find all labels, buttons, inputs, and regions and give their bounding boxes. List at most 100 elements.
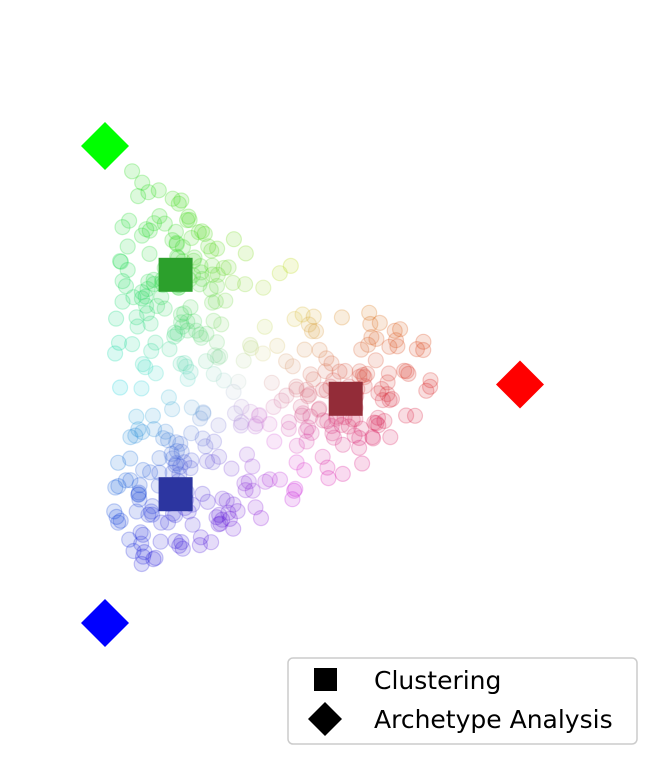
data-point [396, 362, 413, 379]
archetype-markers [81, 122, 544, 647]
data-point [235, 352, 252, 369]
data-point [176, 355, 193, 372]
data-point [207, 293, 224, 310]
data-point [204, 294, 221, 311]
data-point [108, 508, 125, 526]
data-point [128, 408, 145, 425]
data-point [121, 531, 138, 548]
data-point [333, 309, 350, 326]
data-point [143, 342, 160, 360]
data-point [204, 266, 221, 283]
data-point [244, 458, 261, 475]
data-point [132, 524, 149, 541]
data-point [192, 410, 209, 427]
data-point [131, 491, 148, 508]
data-point [387, 332, 405, 349]
data-point [181, 211, 198, 229]
data-point [359, 365, 376, 382]
data-point [143, 503, 160, 520]
data-point [415, 333, 432, 350]
data-point [173, 314, 190, 331]
data-point [261, 471, 278, 488]
cluster-center-1 [158, 257, 193, 292]
data-point [223, 460, 240, 477]
data-point [142, 315, 159, 332]
data-point [383, 390, 400, 408]
data-point [135, 548, 152, 565]
data-point [310, 401, 327, 418]
data-point [147, 549, 164, 567]
data-point [170, 195, 187, 212]
data-point [354, 455, 371, 472]
data-point [168, 443, 185, 460]
data-point [284, 358, 301, 375]
legend-diamond-icon [308, 702, 342, 736]
data-point [122, 429, 139, 446]
data-point [353, 341, 370, 358]
data-point [271, 265, 288, 282]
data-point [415, 341, 432, 359]
data-point [202, 281, 219, 298]
data-point [307, 323, 325, 340]
data-point [182, 299, 199, 316]
data-point [129, 318, 146, 335]
data-point [298, 422, 315, 439]
data-point [242, 336, 259, 354]
data-point [240, 473, 257, 490]
data-point [141, 222, 158, 239]
data-point [303, 323, 321, 340]
data-point [147, 365, 164, 382]
data-point [155, 430, 172, 447]
data-point [351, 363, 368, 380]
data-point [237, 276, 254, 293]
data-point [112, 253, 130, 270]
data-point [221, 510, 238, 528]
data-point [305, 371, 322, 388]
data-point [156, 300, 173, 317]
data-point [331, 363, 348, 380]
data-point [398, 407, 415, 424]
data-point [164, 450, 181, 467]
data-point [183, 452, 200, 469]
data-point [209, 240, 226, 257]
data-point [204, 257, 221, 274]
data-point [133, 290, 150, 307]
data-point [172, 458, 189, 475]
data-point [370, 385, 387, 402]
data-point [144, 506, 161, 523]
data-point [225, 383, 242, 401]
data-point [149, 297, 166, 315]
legend-label-archetype-analysis: Archetype Analysis [374, 705, 613, 734]
data-point [133, 284, 150, 301]
data-point [211, 506, 228, 524]
data-point [151, 450, 168, 467]
data-point [374, 392, 391, 409]
data-point [288, 437, 305, 454]
data-point [303, 424, 320, 441]
data-point [379, 386, 396, 403]
data-point [366, 414, 383, 431]
data-point [305, 308, 322, 325]
data-point [130, 486, 147, 503]
data-point [205, 312, 222, 329]
data-point [169, 325, 186, 342]
data-point [320, 470, 337, 487]
data-point [302, 366, 319, 383]
data-point [133, 380, 150, 397]
data-point [177, 358, 195, 375]
data-point [371, 314, 388, 331]
data-point [167, 532, 184, 550]
data-point [205, 433, 223, 450]
data-point [135, 461, 152, 479]
data-point [172, 306, 190, 323]
data-point [160, 389, 177, 406]
data-point [418, 382, 435, 399]
data-point [376, 412, 393, 430]
data-point [127, 427, 144, 444]
data-point [130, 188, 147, 205]
data-point [203, 534, 220, 551]
data-point [244, 482, 261, 499]
data-point [346, 427, 363, 444]
data-point [134, 174, 151, 191]
data-point [248, 415, 265, 432]
